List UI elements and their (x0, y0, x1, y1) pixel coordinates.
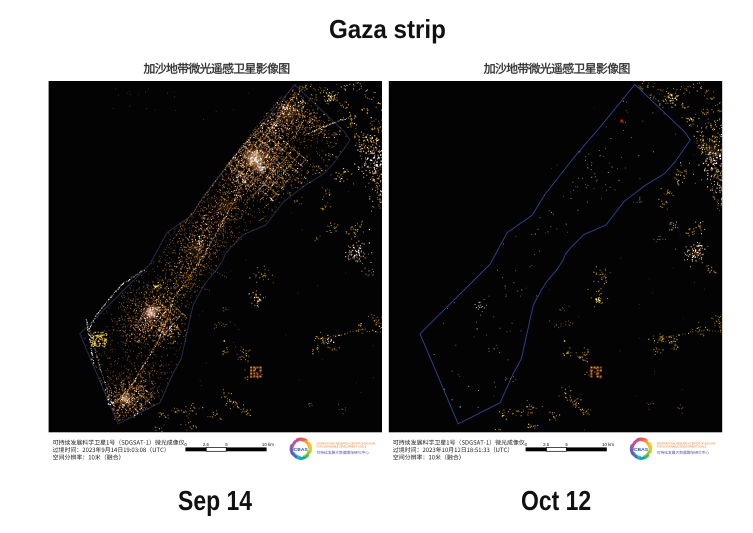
svg-text:FOR SUSTAINABLE DEVELOPMENT GO: FOR SUSTAINABLE DEVELOPMENT GOALS (317, 446, 367, 449)
svg-text:5: 5 (225, 442, 228, 447)
svg-text:FOR SUSTAINABLE DEVELOPMENT GO: FOR SUSTAINABLE DEVELOPMENT GOALS (657, 446, 707, 449)
svg-text:10 km: 10 km (602, 442, 614, 447)
svg-text:INTERNATIONAL RESEARCH CENTER: INTERNATIONAL RESEARCH CENTER OF BIG DAT… (317, 442, 376, 445)
svg-text:5: 5 (565, 442, 568, 447)
svg-text:2.5: 2.5 (203, 442, 210, 447)
svg-text:CBAS: CBAS (294, 447, 309, 453)
svg-text:0: 0 (525, 442, 528, 447)
svg-text:0: 0 (184, 442, 187, 447)
svg-text:CBAS: CBAS (634, 447, 649, 453)
svg-text:2.5: 2.5 (543, 442, 550, 447)
svg-text:10 km: 10 km (262, 442, 274, 447)
svg-text:INTERNATIONAL RESEARCH CENTER: INTERNATIONAL RESEARCH CENTER OF BIG DAT… (657, 442, 716, 445)
